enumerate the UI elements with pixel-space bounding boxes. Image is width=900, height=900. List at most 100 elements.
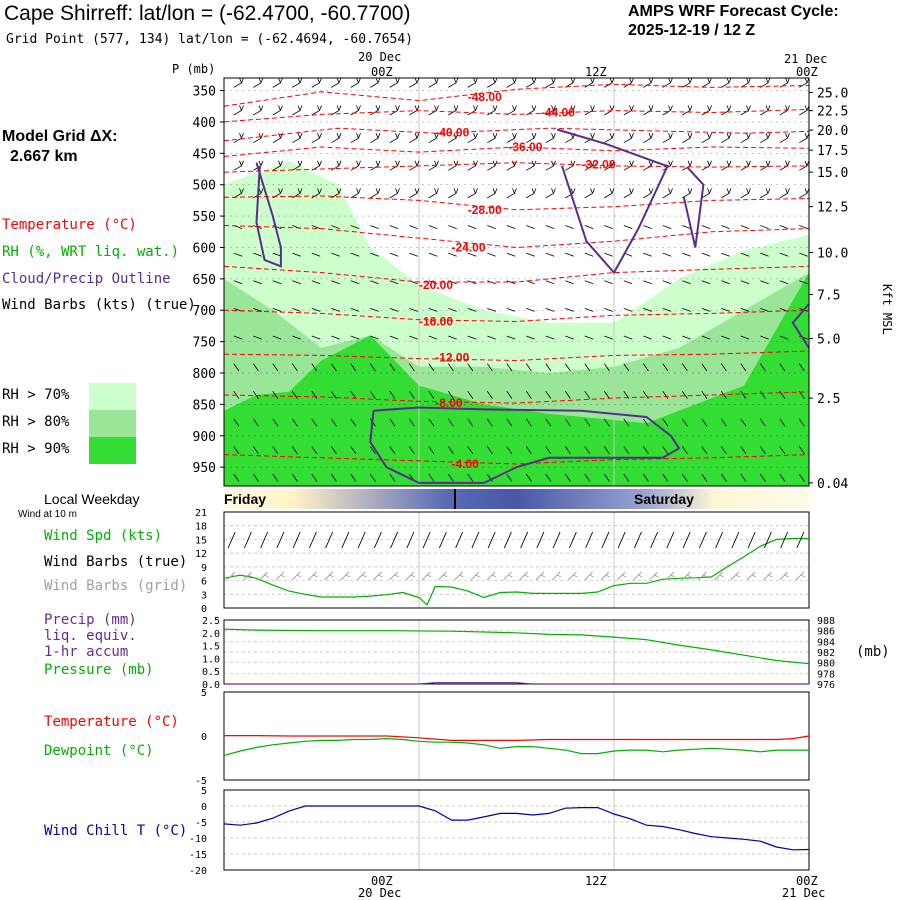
wind-barb [370, 160, 381, 171]
wind-barb [233, 473, 240, 482]
wind-barb [467, 188, 478, 199]
value-tick-label: 0 [201, 604, 207, 615]
wind-barb [233, 363, 240, 372]
height-tick-label: 10.0 [817, 246, 848, 261]
wind-barb [604, 133, 615, 144]
temperature-contour [223, 454, 810, 465]
wind-barb [642, 418, 649, 427]
wind-barb [292, 160, 303, 171]
wind-barb [330, 446, 337, 455]
pressure-tick-label: 700 [193, 304, 216, 319]
wind-barb [565, 225, 574, 229]
wind-barb [584, 363, 591, 372]
grid-wind-barb [551, 571, 562, 581]
wind-barb [272, 335, 282, 340]
true-wind-barb [731, 531, 740, 549]
value-tick-label: 976 [817, 680, 835, 691]
true-wind-barb [406, 531, 415, 549]
wind-barb [682, 133, 693, 144]
true-wind-barb [373, 531, 382, 549]
wind-barb [311, 225, 321, 229]
true-wind-barb [325, 531, 334, 549]
wind-barb [565, 280, 574, 285]
wind-barb [233, 188, 244, 199]
value-tick-label: -5 [195, 776, 207, 787]
wind-barb [662, 188, 673, 199]
grid-wind-barb [584, 571, 594, 581]
temperature-contour-label: -24.00 [452, 240, 486, 254]
wind-barb [740, 280, 750, 285]
wind-barb [545, 160, 556, 171]
wind-barb [643, 133, 654, 144]
wind-barb [526, 77, 537, 88]
wind-barb [525, 446, 532, 455]
wind-barb [428, 335, 438, 340]
wind-barb [779, 280, 789, 285]
grid-wind-barb [681, 571, 692, 581]
true-wind-barb [471, 531, 480, 549]
wind-barb [564, 390, 571, 399]
wind-barb [311, 308, 321, 312]
top-date-left: 20 Dec [358, 50, 402, 64]
wind-barb [642, 446, 649, 455]
legend-wind: Wind Barbs (kts) (true) [2, 297, 196, 313]
wind-barb [428, 473, 435, 482]
true-wind-barb [617, 531, 626, 549]
wind-barb [662, 473, 669, 482]
wind-barb [506, 225, 516, 229]
true-wind-barb [780, 531, 789, 549]
wind-barb [740, 77, 751, 88]
true-wind-barb [585, 531, 594, 549]
wind-barb [799, 160, 810, 171]
wind-barb [272, 105, 283, 116]
true-wind-barb [276, 531, 285, 549]
grid-wind-barb [324, 571, 334, 581]
grid-wind-barb [616, 571, 627, 581]
wind-barb [448, 252, 457, 257]
true-wind-barb [763, 531, 772, 549]
temperature-contour [223, 265, 810, 283]
top-date-right: 21 Dec [784, 52, 828, 66]
precip-line [224, 682, 809, 685]
wind-barb [642, 473, 649, 482]
wind-barb [584, 252, 594, 257]
precip-sub-label: liq. equiv. [44, 628, 137, 644]
pressure-tick-label: 850 [193, 398, 216, 413]
wind-barb [584, 105, 595, 116]
wind-barb [759, 473, 766, 482]
grid-wind-barb [308, 571, 318, 581]
wind-barb [721, 133, 732, 144]
rh70-swatch [89, 383, 136, 410]
temperature-contour [223, 108, 810, 123]
wind-barb [740, 160, 751, 171]
wind-barb [701, 308, 711, 312]
wind-barb [389, 390, 396, 399]
wind-barb [740, 105, 751, 116]
wind-barb [584, 390, 591, 399]
grid-wind-barb [226, 571, 237, 581]
wind-barb [604, 77, 615, 88]
wind-barb [662, 280, 672, 285]
wind-barb [662, 446, 669, 455]
wind-barb [740, 335, 750, 340]
true-wind-barb [243, 531, 252, 549]
wind-barb [447, 363, 454, 372]
rh80-swatch [89, 410, 136, 437]
wind-barb [584, 473, 591, 482]
wind-barb [272, 160, 283, 171]
wind-barb [291, 390, 298, 399]
grid-wind-barb [600, 571, 611, 581]
wind-barb [506, 77, 517, 88]
wind-barb [311, 105, 322, 116]
wind-barb [369, 363, 376, 372]
wind-barb [272, 363, 279, 372]
wind-barb [448, 225, 457, 229]
grid-wind-barb [454, 571, 464, 581]
wind-barb [350, 252, 360, 257]
wind-barb [623, 335, 633, 340]
wind-barb [409, 188, 420, 199]
wind-barb [545, 308, 555, 312]
wind-barb [428, 418, 435, 427]
grid-wind-barb [665, 571, 676, 581]
wind-barb [799, 188, 810, 199]
